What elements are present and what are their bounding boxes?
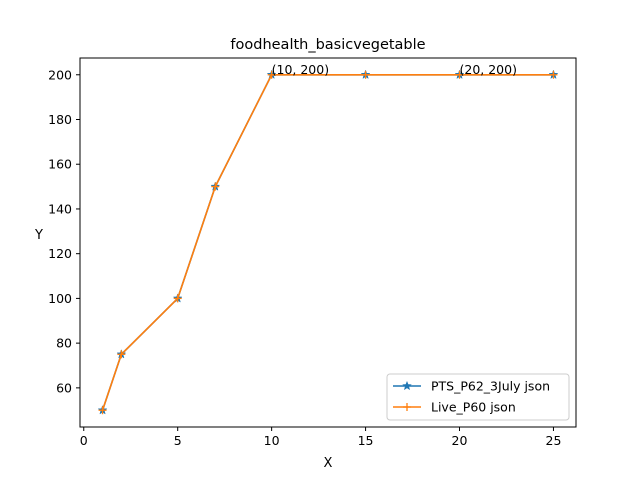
point-annotation: (10, 200): [272, 62, 329, 77]
legend-label: PTS_P62_3July json: [431, 379, 550, 394]
data-point: [549, 70, 558, 79]
x-tick-label: 25: [546, 433, 562, 448]
x-axis-label: X: [324, 456, 333, 471]
y-axis-label: Y: [34, 228, 43, 243]
series-2: [98, 70, 558, 415]
data-point: [267, 70, 276, 79]
y-tick-label: 100: [48, 291, 72, 306]
legend-box: [386, 373, 570, 421]
x-tick-label: 0: [80, 433, 88, 448]
plot-area-frame: [79, 57, 577, 428]
y-tick-label: 180: [48, 112, 72, 127]
y-tick-label: 160: [48, 157, 72, 172]
legend-item: Live_P60 json: [393, 400, 516, 415]
chart-title: foodhealth_basicvegetable: [230, 37, 425, 53]
data-point: [173, 294, 182, 303]
legend-marker: [403, 403, 411, 411]
legend: PTS_P62_3July json Live_P60 json: [386, 373, 570, 421]
legend-item: PTS_P62_3July json: [393, 379, 550, 394]
y-tick-label: 60: [56, 380, 72, 395]
data-point: [361, 70, 370, 79]
data-point: [98, 406, 107, 415]
x-tick-label: 5: [174, 433, 182, 448]
x-tick-label: 15: [358, 433, 374, 448]
y-tick-label: 80: [56, 336, 72, 351]
x-tick-label: 20: [452, 433, 468, 448]
legend-marker: [402, 380, 412, 391]
x-tick-label: 10: [264, 433, 280, 448]
y-tick-label: 140: [48, 201, 72, 216]
data-point: [211, 182, 220, 191]
data-point: [117, 350, 126, 359]
y-tick-label: 120: [48, 246, 72, 261]
point-annotation: (20, 200): [460, 62, 517, 77]
series-line: [101, 73, 554, 411]
y-tick-label: 200: [48, 67, 72, 82]
legend-label: Live_P60 json: [431, 400, 516, 415]
data-point: [455, 70, 464, 79]
